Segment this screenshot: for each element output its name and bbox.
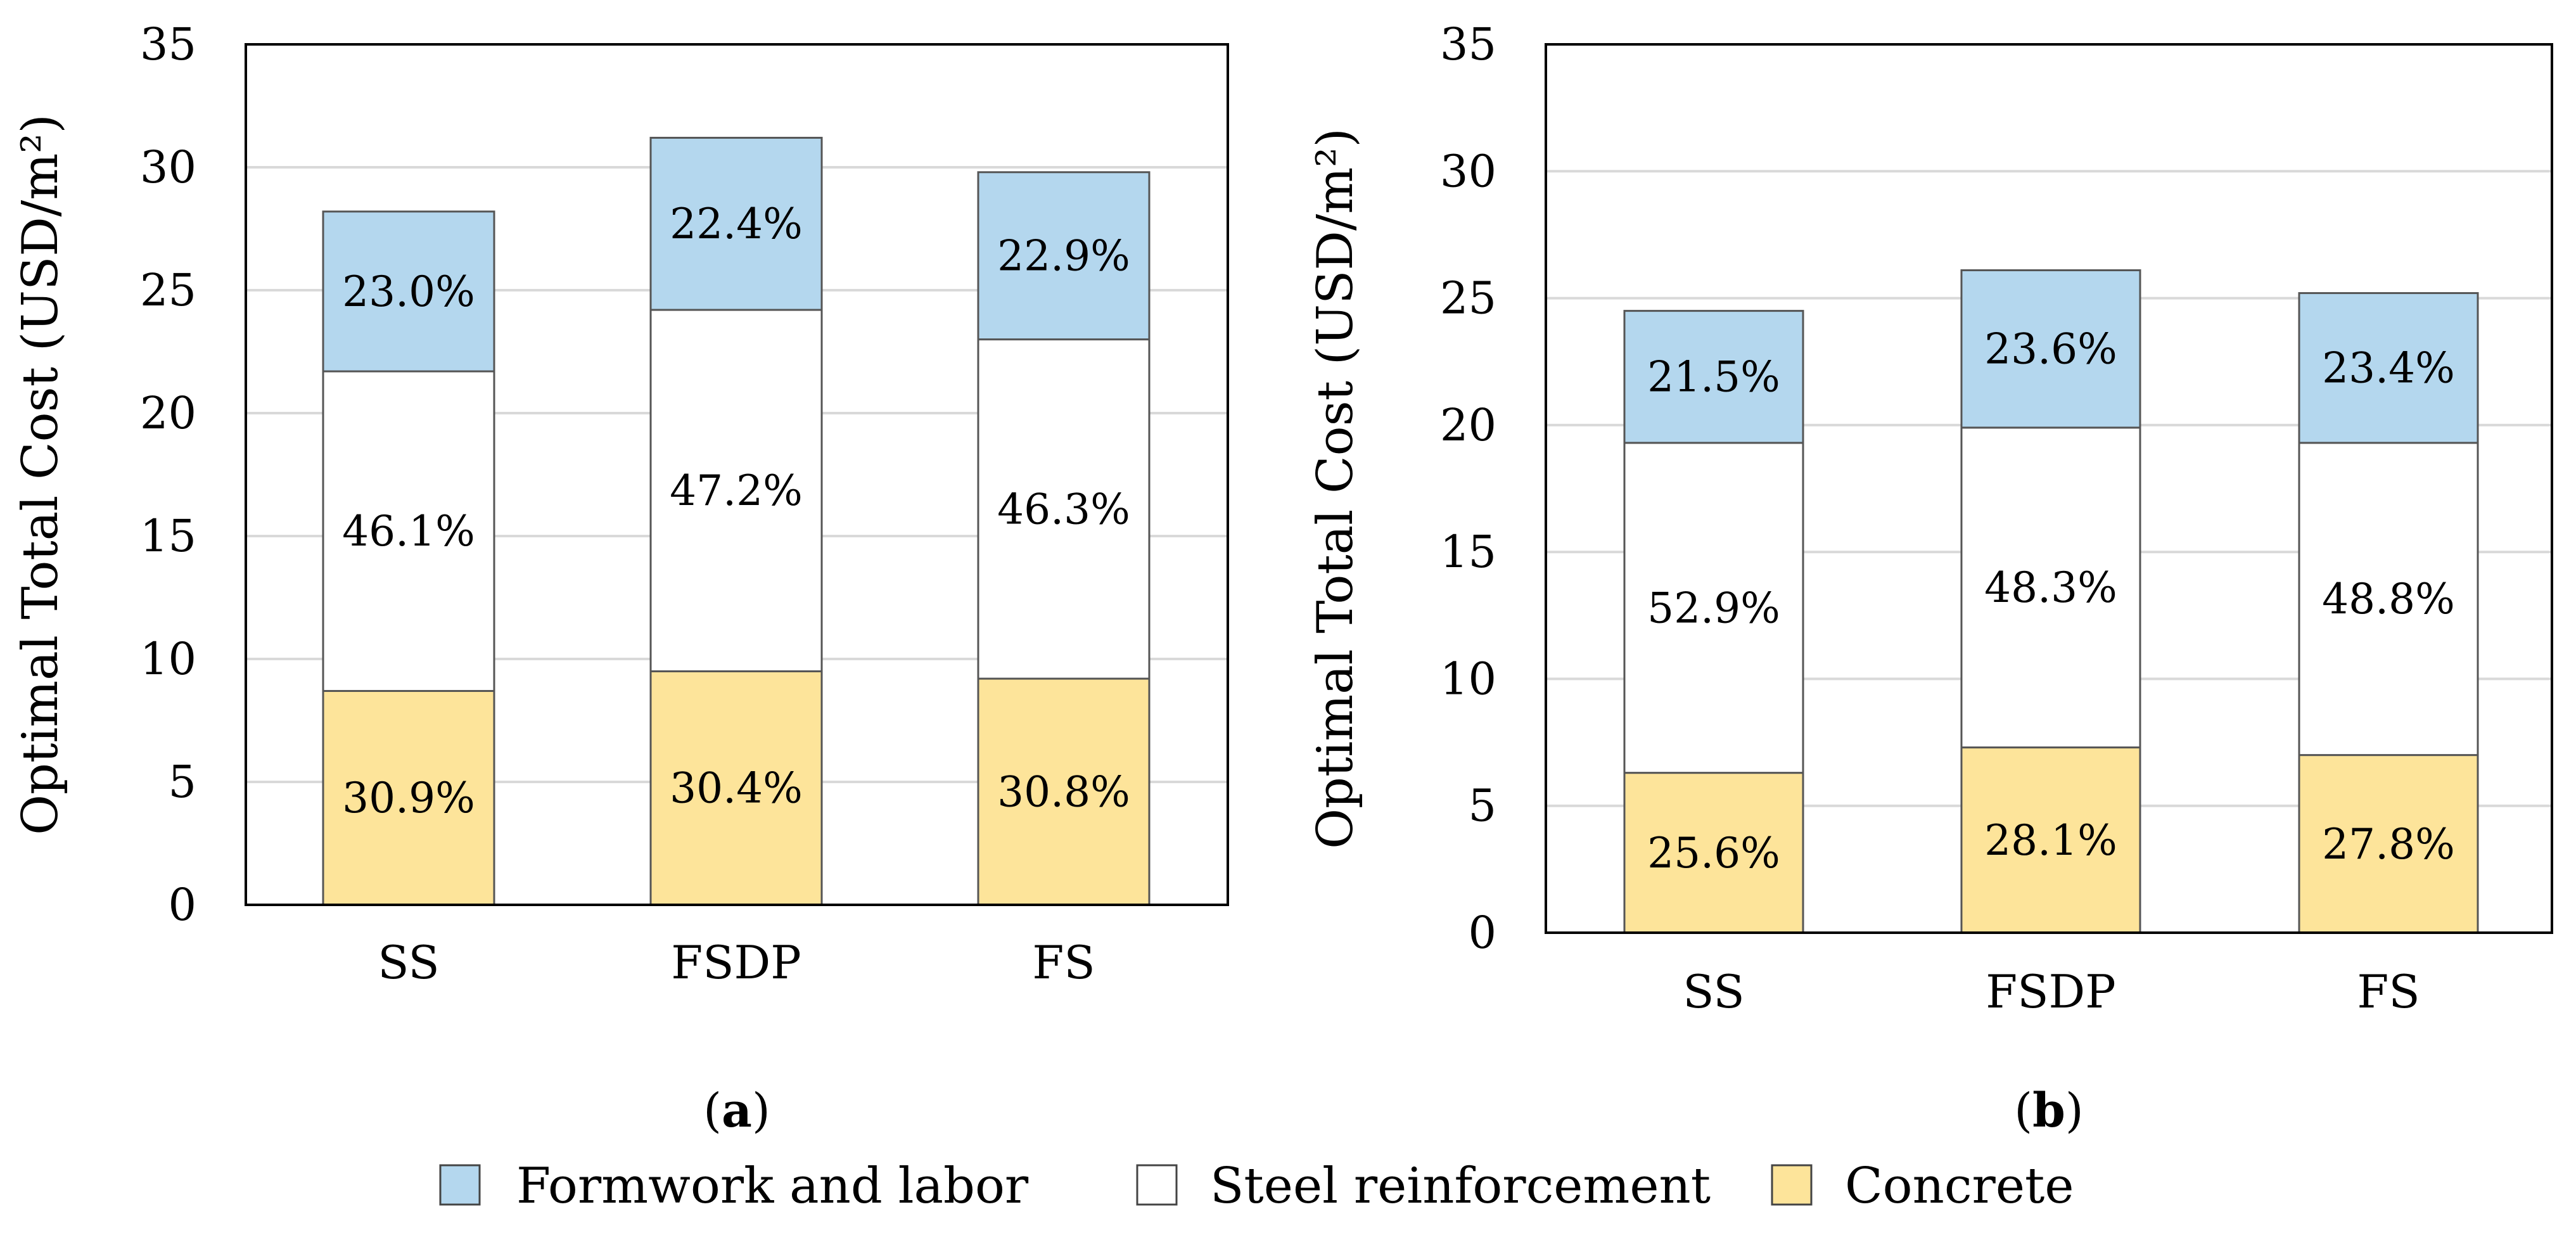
y-tick-label-a-30: 30: [140, 141, 196, 193]
data-label-a-fsdp-formwork: 22.4%: [670, 200, 803, 248]
data-label-a-ss-concrete: 30.9%: [342, 774, 475, 822]
legend: Formwork and labor Steel reinforcement C…: [439, 1158, 2074, 1215]
y-tick-label-a-15: 15: [140, 510, 196, 562]
y-tick-label-b-0: 0: [1468, 907, 1496, 959]
y-tick-label-a-25: 25: [140, 264, 196, 316]
data-label-a-ss-steel: 46.1%: [342, 507, 475, 556]
bar-a-fsdp-formwork: [649, 136, 823, 311]
data-label-b-ss-concrete: 25.6%: [1647, 829, 1780, 878]
bar-b-fs-concrete: [2298, 754, 2479, 934]
bar-b-fsdp-formwork: [1960, 269, 2141, 429]
data-label-a-fs-steel: 46.3%: [997, 485, 1130, 534]
data-label-b-fsdp-concrete: 28.1%: [1984, 816, 2117, 865]
y-tick-label-b-20: 20: [1440, 399, 1496, 451]
data-label-a-fsdp-steel: 47.2%: [670, 466, 803, 515]
y-axis-label-a: Optimal Total Cost (USD/m²): [12, 114, 69, 835]
x-tick-label-b-fsdp: FSDP: [1986, 965, 2115, 1018]
legend-swatch-concrete: [1771, 1164, 1813, 1206]
data-label-b-ss-formwork: 21.5%: [1647, 353, 1780, 402]
y-tick-label-a-20: 20: [140, 387, 196, 439]
data-label-a-fs-concrete: 30.8%: [997, 768, 1130, 817]
x-tick-label-a-fsdp: FSDP: [671, 936, 801, 989]
data-label-b-fs-steel: 48.8%: [2322, 575, 2455, 624]
y-tick-label-b-25: 25: [1440, 272, 1496, 324]
data-label-b-fs-concrete: 27.8%: [2322, 820, 2455, 869]
x-tick-label-a-ss: SS: [378, 936, 439, 989]
bar-a-ss-steel: [322, 370, 495, 692]
plot-frame-a: [245, 43, 1229, 906]
data-label-a-fsdp-concrete: 30.4%: [670, 764, 803, 813]
legend-swatch-formwork: [439, 1164, 481, 1206]
x-tick-label-a-fs: FS: [1032, 936, 1095, 989]
data-label-a-fs-formwork: 22.9%: [997, 232, 1130, 281]
y-tick-label-b-35: 35: [1440, 18, 1496, 70]
legend-label-concrete: Concrete: [1845, 1158, 2074, 1215]
bar-b-fs-steel: [2298, 442, 2479, 757]
data-label-b-fsdp-formwork: 23.6%: [1984, 325, 2117, 374]
subplot-caption-a: (a): [703, 1084, 770, 1138]
bar-a-fs-concrete: [977, 677, 1151, 906]
legend-label-steel: Steel reinforcement: [1210, 1158, 1711, 1215]
data-label-b-fs-formwork: 23.4%: [2322, 344, 2455, 393]
bar-b-fsdp-steel: [1960, 426, 2141, 749]
x-tick-label-b-fs: FS: [2357, 965, 2420, 1018]
bar-b-fs-formwork: [2298, 292, 2479, 444]
x-tick-label-b-ss: SS: [1683, 965, 1744, 1018]
chart-panel-b: 25.6% 52.9% 21.5% SS 28.1% 48.3% 23.6% FSDP 27.8…: [1307, 18, 2553, 1138]
y-tick-label-b-10: 10: [1440, 653, 1496, 705]
y-tick-label-a-35: 35: [140, 18, 196, 70]
y-tick-label-b-30: 30: [1440, 145, 1496, 197]
plot-frame-b: [1545, 43, 2553, 934]
data-label-b-fsdp-steel: 48.3%: [1984, 563, 2117, 612]
y-tick-label-b-15: 15: [1440, 526, 1496, 578]
y-tick-label-b-5: 5: [1468, 780, 1496, 832]
data-label-a-ss-formwork: 23.0%: [342, 267, 475, 316]
data-label-b-ss-steel: 52.9%: [1647, 584, 1780, 632]
y-tick-label-a-0: 0: [168, 879, 196, 931]
y-axis-label-b: Optimal Total Cost (USD/m²): [1307, 128, 1364, 849]
bar-b-ss-formwork: [1623, 310, 1804, 444]
bar-a-fs-steel: [977, 338, 1151, 680]
legend-label-formwork: Formwork and labor: [516, 1158, 1029, 1215]
bar-b-ss-steel: [1623, 442, 1804, 774]
y-tick-label-a-10: 10: [140, 633, 196, 685]
bar-a-fsdp-steel: [649, 309, 823, 672]
bar-b-fsdp-concrete: [1960, 746, 2141, 934]
bar-a-fs-formwork: [977, 171, 1151, 341]
bar-a-ss-formwork: [322, 210, 495, 373]
chart-panel-a: 30.9% 46.1% 23.0% SS 30.4% 47.2% 22.4% FSDP 30.8…: [12, 18, 1229, 1138]
y-tick-label-a-5: 5: [168, 756, 196, 808]
legend-swatch-steel: [1136, 1164, 1178, 1206]
subplot-caption-b: (b): [2014, 1084, 2084, 1138]
